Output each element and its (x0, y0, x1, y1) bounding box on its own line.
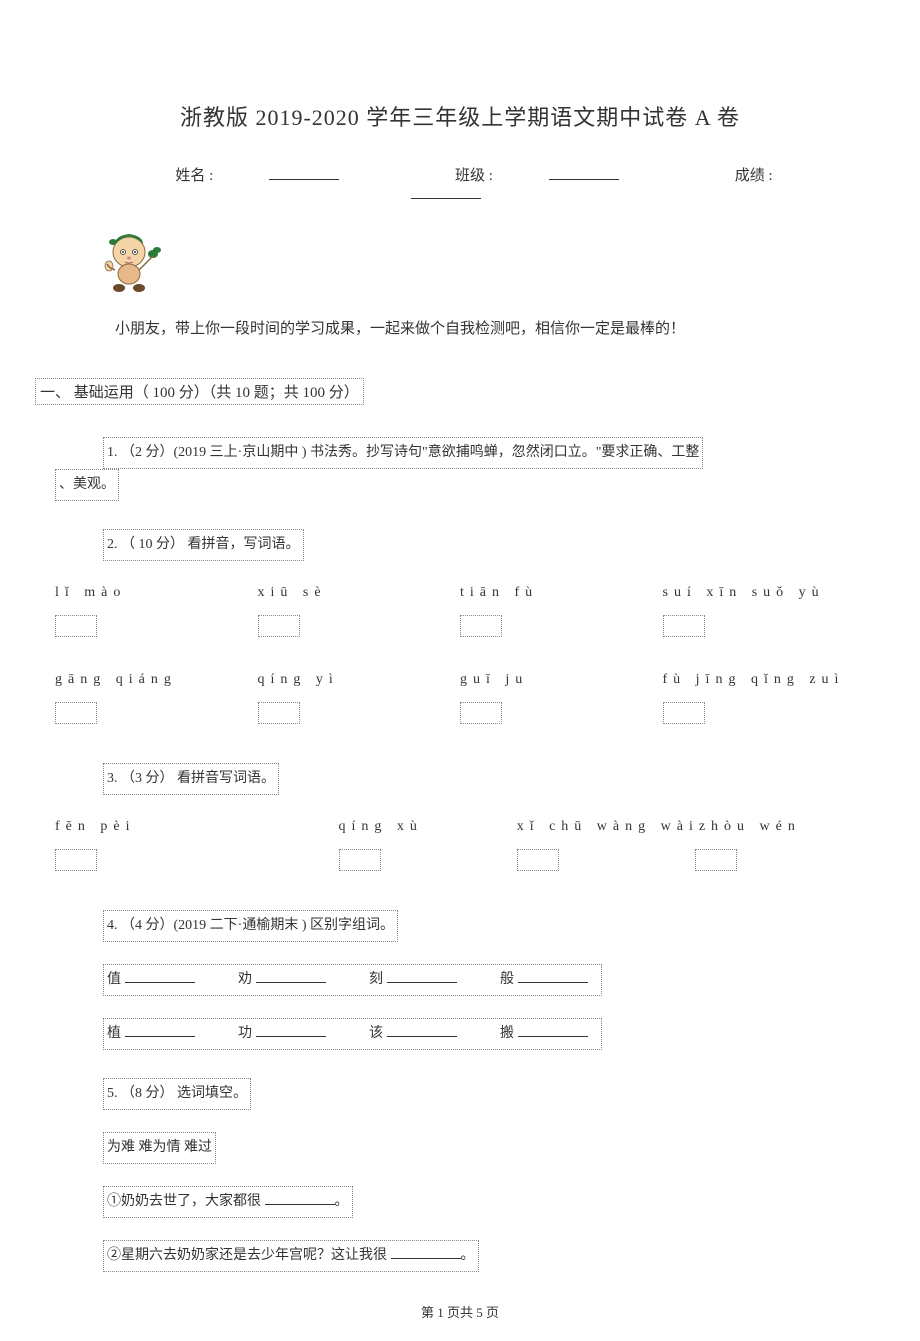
q4-r2-c2: 功 (238, 1026, 252, 1041)
score-label: 成绩 : (735, 168, 773, 184)
section-wrap: 一、 基础运用（ 100 分）（共 10 题；共 100 分） (55, 378, 865, 437)
answer-box (460, 615, 502, 637)
q5-s2-end: 。 (461, 1248, 475, 1263)
q5-words-wrap: 为难 难为情 难过 (103, 1132, 865, 1164)
info-line: 姓名 : 班级 : 成绩 : (55, 164, 865, 204)
q3-c2: qíng xù (339, 813, 517, 841)
blank (391, 1245, 461, 1259)
name-field: 姓名 : (147, 168, 371, 184)
answer-box (695, 849, 737, 871)
page-title: 浙教版 2019-2020 学年三年级上学期语文期中试卷 A 卷 (55, 100, 865, 132)
q4-r1-c2: 劝 (238, 972, 252, 987)
q2-r1-c1: lǐ mào (55, 579, 258, 607)
q4-r1-c1: 值 (107, 972, 121, 987)
q2-pinyin-row2: gāng qiáng qíng yì guī ju fù jīng qǐng z… (55, 666, 865, 694)
question-5: 5. （8 分） 选词填空。 为难 难为情 难过 ①奶奶去世了，大家都很 。 ②… (103, 1078, 865, 1272)
q2-r1-c3: tiān fù (460, 579, 663, 607)
q4-r2-c3: 该 (369, 1026, 383, 1041)
q3-c1: fēn pèi (55, 813, 339, 841)
class-label: 班级 : (455, 168, 493, 184)
intro-text: 小朋友，带上你一段时间的学习成果，一起来做个自我检测吧，相信你一定是最棒的！ (115, 316, 835, 343)
q4-r2-c1: 植 (107, 1026, 121, 1041)
q2-r1-c4: suí xīn suǒ yù (663, 579, 866, 607)
q2-box-row1 (55, 615, 865, 648)
score-blank (411, 185, 481, 199)
blank (387, 969, 457, 983)
q2-r2-c2: qíng yì (258, 666, 461, 694)
q5-s1-end: 。 (335, 1194, 349, 1209)
question-3: 3. （3 分） 看拼音写词语。 fēn pèi qíng xù xǐ chū … (103, 763, 865, 882)
answer-box (460, 702, 502, 724)
q5-sentence-1: ①奶奶去世了，大家都很 。 (103, 1186, 865, 1218)
q2-r2-c1: gāng qiáng (55, 666, 258, 694)
answer-box (258, 615, 300, 637)
answer-box (663, 702, 705, 724)
q5-s1-text: ①奶奶去世了，大家都很 (107, 1194, 265, 1209)
answer-box (339, 849, 381, 871)
class-field: 班级 : (427, 168, 651, 184)
q2-box-row2 (55, 702, 865, 735)
blank (518, 1023, 588, 1037)
q2-text: 2. （ 10 分） 看拼音，写词语。 (103, 529, 304, 561)
q1-text-b: 、美观。 (55, 469, 119, 501)
q3-pinyin-row: fēn pèi qíng xù xǐ chū wàng wàizhòu wén (55, 813, 865, 841)
blank (518, 969, 588, 983)
q3-c3: xǐ chū wàng wàizhòu wén (517, 813, 865, 841)
blank (256, 969, 326, 983)
q2-r2-c4: fù jīng qǐng zuì (663, 666, 866, 694)
question-2: 2. （ 10 分） 看拼音，写词语。 lǐ mào xiū sè tiān f… (103, 529, 865, 735)
answer-box (55, 702, 97, 724)
q4-r1-c3: 刻 (369, 972, 383, 987)
answer-box (258, 702, 300, 724)
q4-r1-c4: 般 (500, 972, 514, 987)
q3-text: 3. （3 分） 看拼音写词语。 (103, 763, 279, 795)
question-4: 4. （4 分）(2019 二下·通榆期末 ) 区别字组词。 值 劝 刻 般 植… (103, 910, 865, 1050)
question-1: 1. （2 分）(2019 三上·京山期中 ) 书法秀。抄写诗句"意欲捕鸣蝉，忽… (55, 437, 865, 501)
q4-r2-c4: 搬 (500, 1026, 514, 1041)
page-footer: 第 1 页共 5 页 (55, 1302, 865, 1321)
blank (265, 1191, 335, 1205)
blank (125, 1023, 195, 1037)
q1-text-a: 1. （2 分）(2019 三上·京山期中 ) 书法秀。抄写诗句"意欲捕鸣蝉，忽… (103, 437, 703, 469)
q2-pinyin-row1: lǐ mào xiū sè tiān fù suí xīn suǒ yù (55, 579, 865, 607)
q5-words: 为难 难为情 难过 (103, 1132, 216, 1164)
blank (387, 1023, 457, 1037)
q5-text: 5. （8 分） 选词填空。 (103, 1078, 251, 1110)
name-label: 姓名 : (175, 168, 213, 184)
q4-text: 4. （4 分）(2019 二下·通榆期末 ) 区别字组词。 (103, 910, 398, 942)
name-blank (269, 166, 339, 180)
answer-box (55, 849, 97, 871)
mascot-icon (95, 224, 171, 296)
q4-row2: 植 功 该 搬 (103, 1018, 865, 1050)
q2-r2-c3: guī ju (460, 666, 663, 694)
class-blank (549, 166, 619, 180)
answer-box (663, 615, 705, 637)
q2-r1-c2: xiū sè (258, 579, 461, 607)
section-header: 一、 基础运用（ 100 分）（共 10 题；共 100 分） (35, 378, 364, 405)
blank (256, 1023, 326, 1037)
answer-box (55, 615, 97, 637)
q4-row1: 值 劝 刻 般 (103, 964, 865, 996)
q5-sentence-2: ②星期六去奶奶家还是去少年宫呢？这让我很 。 (103, 1240, 865, 1272)
blank (125, 969, 195, 983)
answer-box (517, 849, 559, 871)
q5-s2-text: ②星期六去奶奶家还是去少年宫呢？这让我很 (107, 1248, 391, 1263)
q3-box-row (55, 849, 865, 882)
